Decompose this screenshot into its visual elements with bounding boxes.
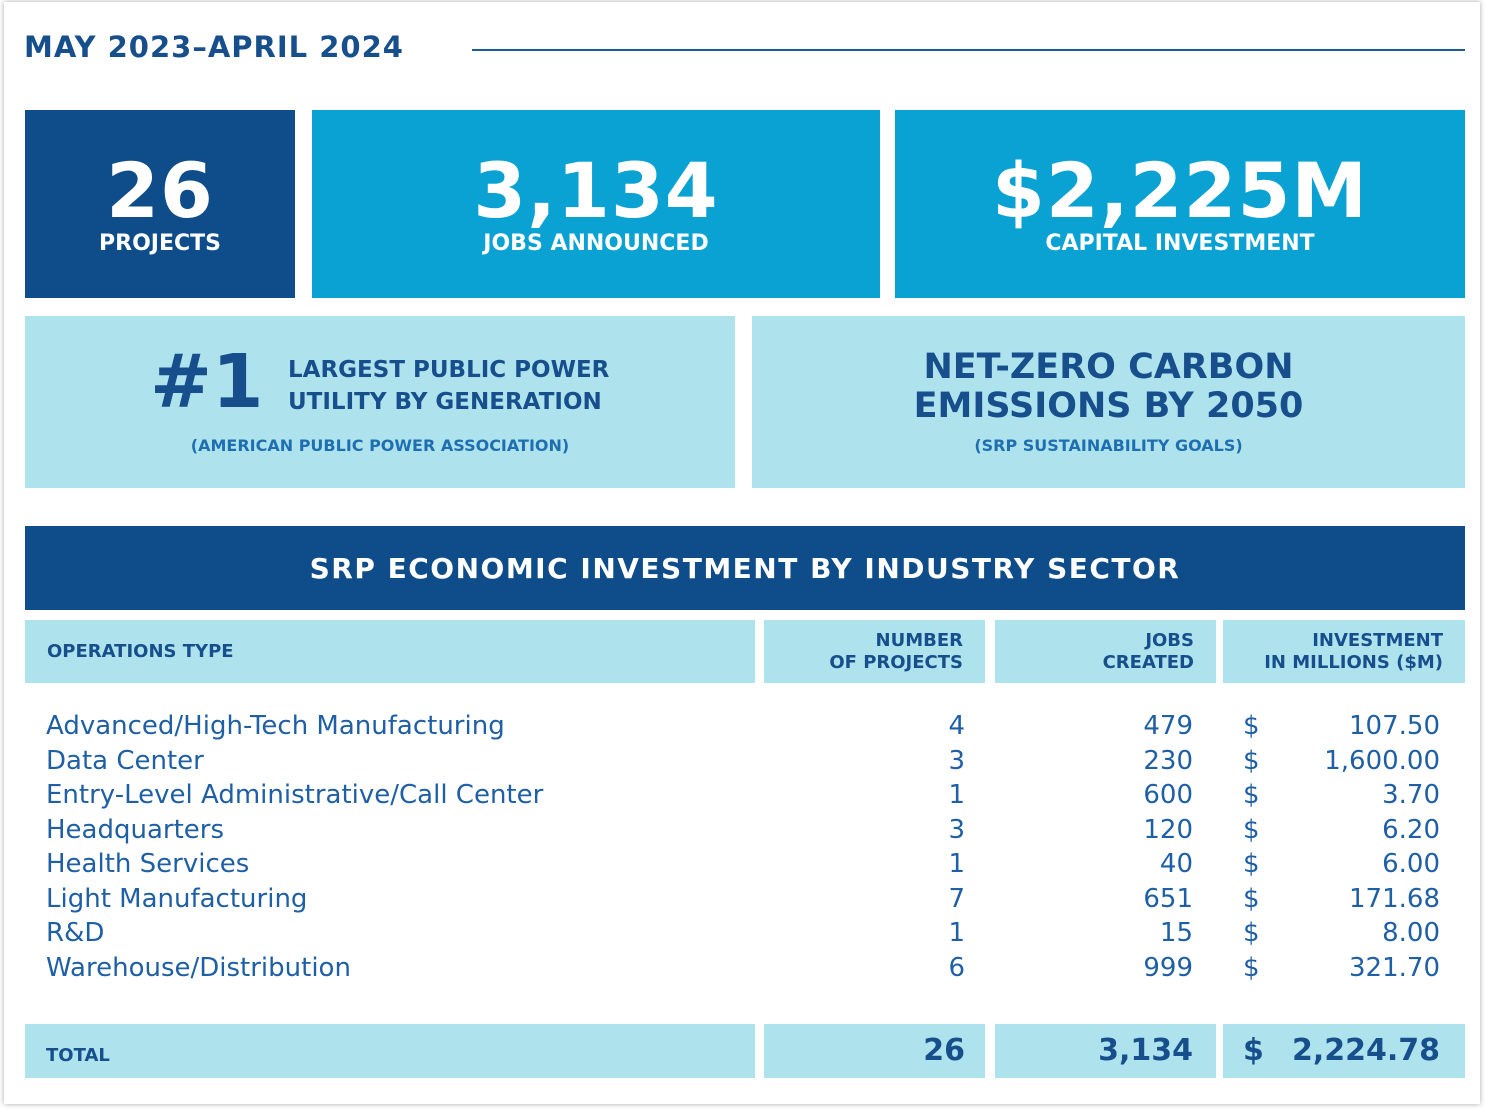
header-line: NUMBER <box>875 629 963 651</box>
table-cell: $ <box>1243 745 1260 776</box>
table-cell: Advanced/High-Tech Manufacturing <box>46 711 505 741</box>
total-cell-bg <box>1223 1024 1465 1078</box>
table-cell: Warehouse/Distribution <box>46 952 351 983</box>
table-cell: 6 <box>948 952 965 983</box>
table-cell: $ <box>1243 814 1260 845</box>
header-line: JOBS <box>1145 629 1194 651</box>
stat-box: $2,225M CAPITAL INVESTMENT <box>895 110 1465 298</box>
stat-label: PROJECTS <box>99 230 221 256</box>
total-cell: TOTAL <box>46 1045 110 1066</box>
highlight-box: #1 LARGEST PUBLIC POWER UTILITY BY GENER… <box>25 316 735 488</box>
stat-value: $2,225M <box>992 145 1368 235</box>
highlight-text: LARGEST PUBLIC POWER UTILITY BY GENERATI… <box>288 354 609 418</box>
column-header: OPERATIONS TYPE <box>25 620 755 683</box>
table-cell: $ <box>1243 780 1260 810</box>
table-cell: Light Manufacturing <box>46 883 308 914</box>
total-cell: 26 <box>923 1033 965 1068</box>
column-header-text: OPERATIONS TYPE <box>25 641 256 663</box>
table-cell: 6.20 <box>1382 814 1440 845</box>
highlight-value: #1 <box>150 339 264 425</box>
table-cell: 600 <box>1143 780 1193 810</box>
table-cell: 4 <box>948 711 965 741</box>
table-cell: Health Services <box>46 849 250 879</box>
table-cell: Data Center <box>46 745 204 776</box>
stat-box: 26 PROJECTS <box>25 110 295 298</box>
table-cell: $ <box>1243 849 1260 879</box>
total-cell: 2,224.78 <box>1291 1033 1440 1068</box>
highlight-source: (SRP SUSTAINABILITY GOALS) <box>974 436 1243 455</box>
table-cell: Headquarters <box>46 814 225 845</box>
table-cell: $ <box>1243 883 1260 914</box>
table-cell: $ <box>1243 918 1260 948</box>
column-header: INVESTMENT IN MILLIONS ($M) <box>1223 620 1465 683</box>
title: MAY 2023–APRIL 2024 <box>24 30 404 64</box>
header-line: INVESTMENT <box>1312 629 1443 651</box>
stat-value: 26 <box>106 145 214 235</box>
total-cell-bg <box>25 1024 755 1078</box>
table-cell: 171.68 <box>1349 883 1440 914</box>
total-cell: 3,134 <box>1098 1033 1193 1068</box>
table-cell: 3.70 <box>1382 780 1440 810</box>
column-header: NUMBER OF PROJECTS <box>764 620 985 683</box>
table-cell: 999 <box>1143 952 1193 983</box>
table-cell: 1 <box>948 918 965 948</box>
stat-label: JOBS ANNOUNCED <box>483 230 709 256</box>
table-title: SRP ECONOMIC INVESTMENT BY INDUSTRY SECT… <box>25 526 1465 610</box>
highlight-box: NET-ZERO CARBON EMISSIONS BY 2050 (SRP S… <box>752 316 1465 488</box>
table-cell: $ <box>1243 711 1260 741</box>
stat-box: 3,134 JOBS ANNOUNCED <box>312 110 880 298</box>
highlight-line: NET-ZERO CARBON <box>923 347 1294 387</box>
table-cell: $ <box>1243 952 1260 983</box>
header-line: OF PROJECTS <box>829 651 963 673</box>
column-header: JOBS CREATED <box>995 620 1216 683</box>
table-cell: 651 <box>1143 883 1193 914</box>
stat-label: CAPITAL INVESTMENT <box>1045 230 1315 256</box>
table-cell: 1 <box>948 849 965 879</box>
highlight-line: UTILITY BY GENERATION <box>288 389 602 415</box>
table-cell: 321.70 <box>1349 952 1440 983</box>
header-line: IN MILLIONS ($M) <box>1264 651 1443 673</box>
column-header-text: INVESTMENT IN MILLIONS ($M) <box>1242 630 1465 674</box>
column-header-text: JOBS CREATED <box>1081 630 1216 674</box>
table-cell: 1 <box>948 780 965 810</box>
table-cell: 107.50 <box>1349 711 1440 741</box>
table-cell: 1,600.00 <box>1324 745 1440 776</box>
table-cell: 120 <box>1143 814 1193 845</box>
column-header-text: NUMBER OF PROJECTS <box>807 630 985 674</box>
table-cell: Entry-Level Administrative/Call Center <box>46 780 544 810</box>
stat-value: 3,134 <box>473 145 719 235</box>
title-rule <box>472 49 1465 51</box>
table-cell: 8.00 <box>1382 918 1440 948</box>
total-cell-bg <box>995 1024 1216 1078</box>
total-cell-bg <box>764 1024 985 1078</box>
header-line: CREATED <box>1102 651 1194 673</box>
table-cell: 3 <box>948 814 965 845</box>
table-cell: 40 <box>1159 849 1193 879</box>
highlight-source: (AMERICAN PUBLIC POWER ASSOCIATION) <box>190 436 570 455</box>
table-cell: 6.00 <box>1382 849 1440 879</box>
header-line: OPERATIONS TYPE <box>47 640 234 662</box>
table-cell: 7 <box>948 883 965 914</box>
table-cell: 479 <box>1143 711 1193 741</box>
table-cell: 3 <box>948 745 965 776</box>
highlight-text: NET-ZERO CARBON EMISSIONS BY 2050 <box>752 348 1465 426</box>
highlight-line: EMISSIONS BY 2050 <box>913 386 1304 426</box>
table-cell: 15 <box>1159 918 1193 948</box>
highlight-line: LARGEST PUBLIC POWER <box>288 357 610 383</box>
table-cell: 230 <box>1143 745 1193 776</box>
table-cell: R&D <box>46 918 105 948</box>
total-cell: $ <box>1243 1033 1264 1068</box>
